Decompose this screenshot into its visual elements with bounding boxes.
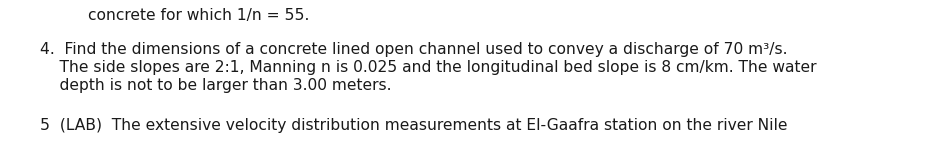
Text: 4.  Find the dimensions of a concrete lined open channel used to convey a discha: 4. Find the dimensions of a concrete lin… xyxy=(40,42,787,57)
Text: depth is not to be larger than 3.00 meters.: depth is not to be larger than 3.00 mete… xyxy=(40,78,391,93)
Text: The side slopes are 2:1, Manning n is 0.025 and the longitudinal bed slope is 8 : The side slopes are 2:1, Manning n is 0.… xyxy=(40,60,816,75)
Text: 5  (LAB)  The extensive velocity distribution measurements at El-Gaafra station : 5 (LAB) The extensive velocity distribut… xyxy=(40,118,787,133)
Text: concrete for which 1/n = 55.: concrete for which 1/n = 55. xyxy=(88,8,309,23)
